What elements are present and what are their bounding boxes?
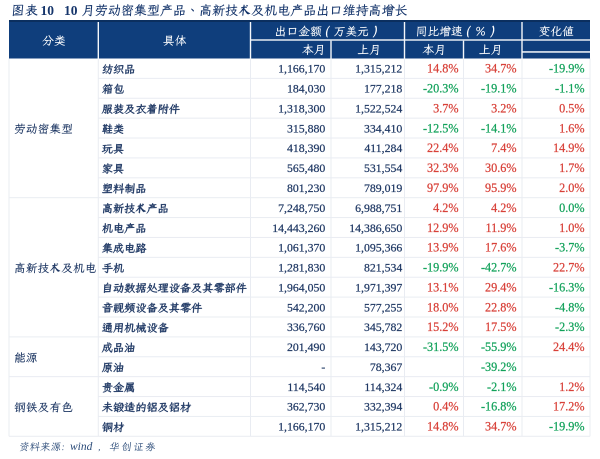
svg-text:1.7%: 1.7% bbox=[559, 161, 584, 175]
svg-text:-4.8%: -4.8% bbox=[555, 300, 584, 314]
svg-text:1,061,370: 1,061,370 bbox=[278, 241, 325, 255]
svg-text:542,200: 542,200 bbox=[287, 300, 325, 314]
svg-text:-1.1%: -1.1% bbox=[555, 82, 584, 96]
svg-text:1,281,830: 1,281,830 bbox=[278, 261, 325, 275]
svg-text:22.4%: 22.4% bbox=[427, 141, 458, 155]
svg-text:411,284: 411,284 bbox=[364, 141, 402, 155]
svg-text:13.1%: 13.1% bbox=[427, 280, 458, 294]
svg-text:345,782: 345,782 bbox=[364, 320, 402, 334]
svg-text:2.0%: 2.0% bbox=[559, 181, 584, 195]
svg-text:18.0%: 18.0% bbox=[427, 300, 458, 314]
svg-text:1,318,300: 1,318,300 bbox=[278, 101, 325, 115]
svg-text:17.5%: 17.5% bbox=[485, 320, 516, 334]
svg-text:362,730: 362,730 bbox=[287, 400, 325, 414]
svg-text:114,324: 114,324 bbox=[364, 380, 402, 394]
svg-text:-39.2%: -39.2% bbox=[481, 360, 517, 374]
svg-text:332,394: 332,394 bbox=[364, 400, 402, 414]
svg-text:1,964,050: 1,964,050 bbox=[278, 280, 325, 294]
svg-text:-16.3%: -16.3% bbox=[549, 280, 585, 294]
svg-text:1,971,397: 1,971,397 bbox=[355, 280, 402, 294]
svg-text:1.0%: 1.0% bbox=[559, 221, 584, 235]
svg-text:334,410: 334,410 bbox=[364, 121, 402, 135]
svg-text:29.4%: 29.4% bbox=[485, 280, 516, 294]
svg-text:-16.8%: -16.8% bbox=[481, 400, 517, 414]
svg-text:34.7%: 34.7% bbox=[485, 420, 516, 434]
svg-text:315,880: 315,880 bbox=[287, 121, 325, 135]
svg-text:7.4%: 7.4% bbox=[491, 141, 516, 155]
svg-text:184,030: 184,030 bbox=[287, 82, 325, 96]
svg-text:15.2%: 15.2% bbox=[427, 320, 458, 334]
svg-text:11.9%: 11.9% bbox=[485, 221, 516, 235]
svg-text:-12.5%: -12.5% bbox=[423, 121, 459, 135]
svg-text:418,390: 418,390 bbox=[287, 141, 325, 155]
svg-text:-0.9%: -0.9% bbox=[429, 380, 458, 394]
svg-text:3.7%: 3.7% bbox=[433, 101, 458, 115]
svg-text:95.9%: 95.9% bbox=[485, 181, 516, 195]
svg-text:14.8%: 14.8% bbox=[427, 420, 458, 434]
svg-text:1,315,212: 1,315,212 bbox=[355, 420, 402, 434]
svg-text:177,218: 177,218 bbox=[364, 82, 402, 96]
svg-text:30.6%: 30.6% bbox=[485, 161, 516, 175]
svg-text:1,166,170: 1,166,170 bbox=[278, 420, 325, 434]
svg-text:789,019: 789,019 bbox=[364, 181, 402, 195]
svg-text:17.2%: 17.2% bbox=[553, 400, 584, 414]
svg-text:97.9%: 97.9% bbox=[427, 181, 458, 195]
svg-text:565,480: 565,480 bbox=[287, 161, 325, 175]
svg-text:78,367: 78,367 bbox=[370, 360, 403, 374]
svg-text:34.7%: 34.7% bbox=[485, 62, 516, 76]
svg-text:1.2%: 1.2% bbox=[559, 380, 584, 394]
svg-text:143,720: 143,720 bbox=[364, 340, 402, 354]
svg-text:10: 10 bbox=[41, 3, 55, 18]
svg-text:12.9%: 12.9% bbox=[427, 221, 458, 235]
svg-text:114,540: 114,540 bbox=[287, 380, 325, 394]
svg-text:336,760: 336,760 bbox=[287, 320, 325, 334]
svg-text:-42.7%: -42.7% bbox=[481, 261, 517, 275]
svg-text:0.0%: 0.0% bbox=[559, 201, 584, 215]
svg-text:14,386,650: 14,386,650 bbox=[349, 221, 402, 235]
svg-text:-55.9%: -55.9% bbox=[481, 340, 517, 354]
svg-text:1,522,524: 1,522,524 bbox=[355, 101, 402, 115]
svg-text:1,095,366: 1,095,366 bbox=[355, 241, 402, 255]
svg-text:821,534: 821,534 bbox=[364, 261, 402, 275]
svg-text:14,443,260: 14,443,260 bbox=[272, 221, 325, 235]
svg-text:531,554: 531,554 bbox=[364, 161, 402, 175]
svg-text:1,166,170: 1,166,170 bbox=[278, 62, 325, 76]
svg-text:22.8%: 22.8% bbox=[485, 300, 516, 314]
svg-text:-3.7%: -3.7% bbox=[555, 241, 584, 255]
svg-text:24.4%: 24.4% bbox=[553, 340, 584, 354]
svg-text:-14.1%: -14.1% bbox=[481, 121, 517, 135]
svg-text:13.9%: 13.9% bbox=[427, 241, 458, 255]
svg-text:0.5%: 0.5% bbox=[559, 101, 584, 115]
svg-text:-: - bbox=[321, 360, 325, 374]
svg-text:-2.1%: -2.1% bbox=[487, 380, 516, 394]
svg-text:4.2%: 4.2% bbox=[433, 201, 458, 215]
svg-text:7,248,750: 7,248,750 bbox=[278, 201, 325, 215]
svg-text:1.6%: 1.6% bbox=[559, 121, 584, 135]
svg-text:0.4%: 0.4% bbox=[433, 400, 458, 414]
svg-text:3.2%: 3.2% bbox=[491, 101, 516, 115]
svg-text:-19.9%: -19.9% bbox=[549, 62, 585, 76]
svg-text:14.8%: 14.8% bbox=[427, 62, 458, 76]
svg-text:577,255: 577,255 bbox=[364, 300, 402, 314]
svg-text:17.6%: 17.6% bbox=[485, 241, 516, 255]
svg-text:10: 10 bbox=[64, 3, 78, 18]
svg-text:-19.9%: -19.9% bbox=[549, 420, 585, 434]
svg-text:-2.3%: -2.3% bbox=[555, 320, 584, 334]
svg-text:801,230: 801,230 bbox=[287, 181, 325, 195]
svg-text:-20.3%: -20.3% bbox=[423, 82, 459, 96]
svg-text:4.2%: 4.2% bbox=[491, 201, 516, 215]
svg-text:22.7%: 22.7% bbox=[553, 261, 584, 275]
svg-text:6,988,751: 6,988,751 bbox=[355, 201, 402, 215]
svg-text:32.3%: 32.3% bbox=[427, 161, 458, 175]
svg-text:-31.5%: -31.5% bbox=[423, 340, 459, 354]
svg-text:14.9%: 14.9% bbox=[553, 141, 584, 155]
svg-text:1,315,212: 1,315,212 bbox=[355, 62, 402, 76]
svg-text:201,490: 201,490 bbox=[287, 340, 325, 354]
svg-text:-19.1%: -19.1% bbox=[481, 82, 517, 96]
svg-text:wind: wind bbox=[70, 441, 93, 453]
svg-text:-19.9%: -19.9% bbox=[423, 261, 459, 275]
